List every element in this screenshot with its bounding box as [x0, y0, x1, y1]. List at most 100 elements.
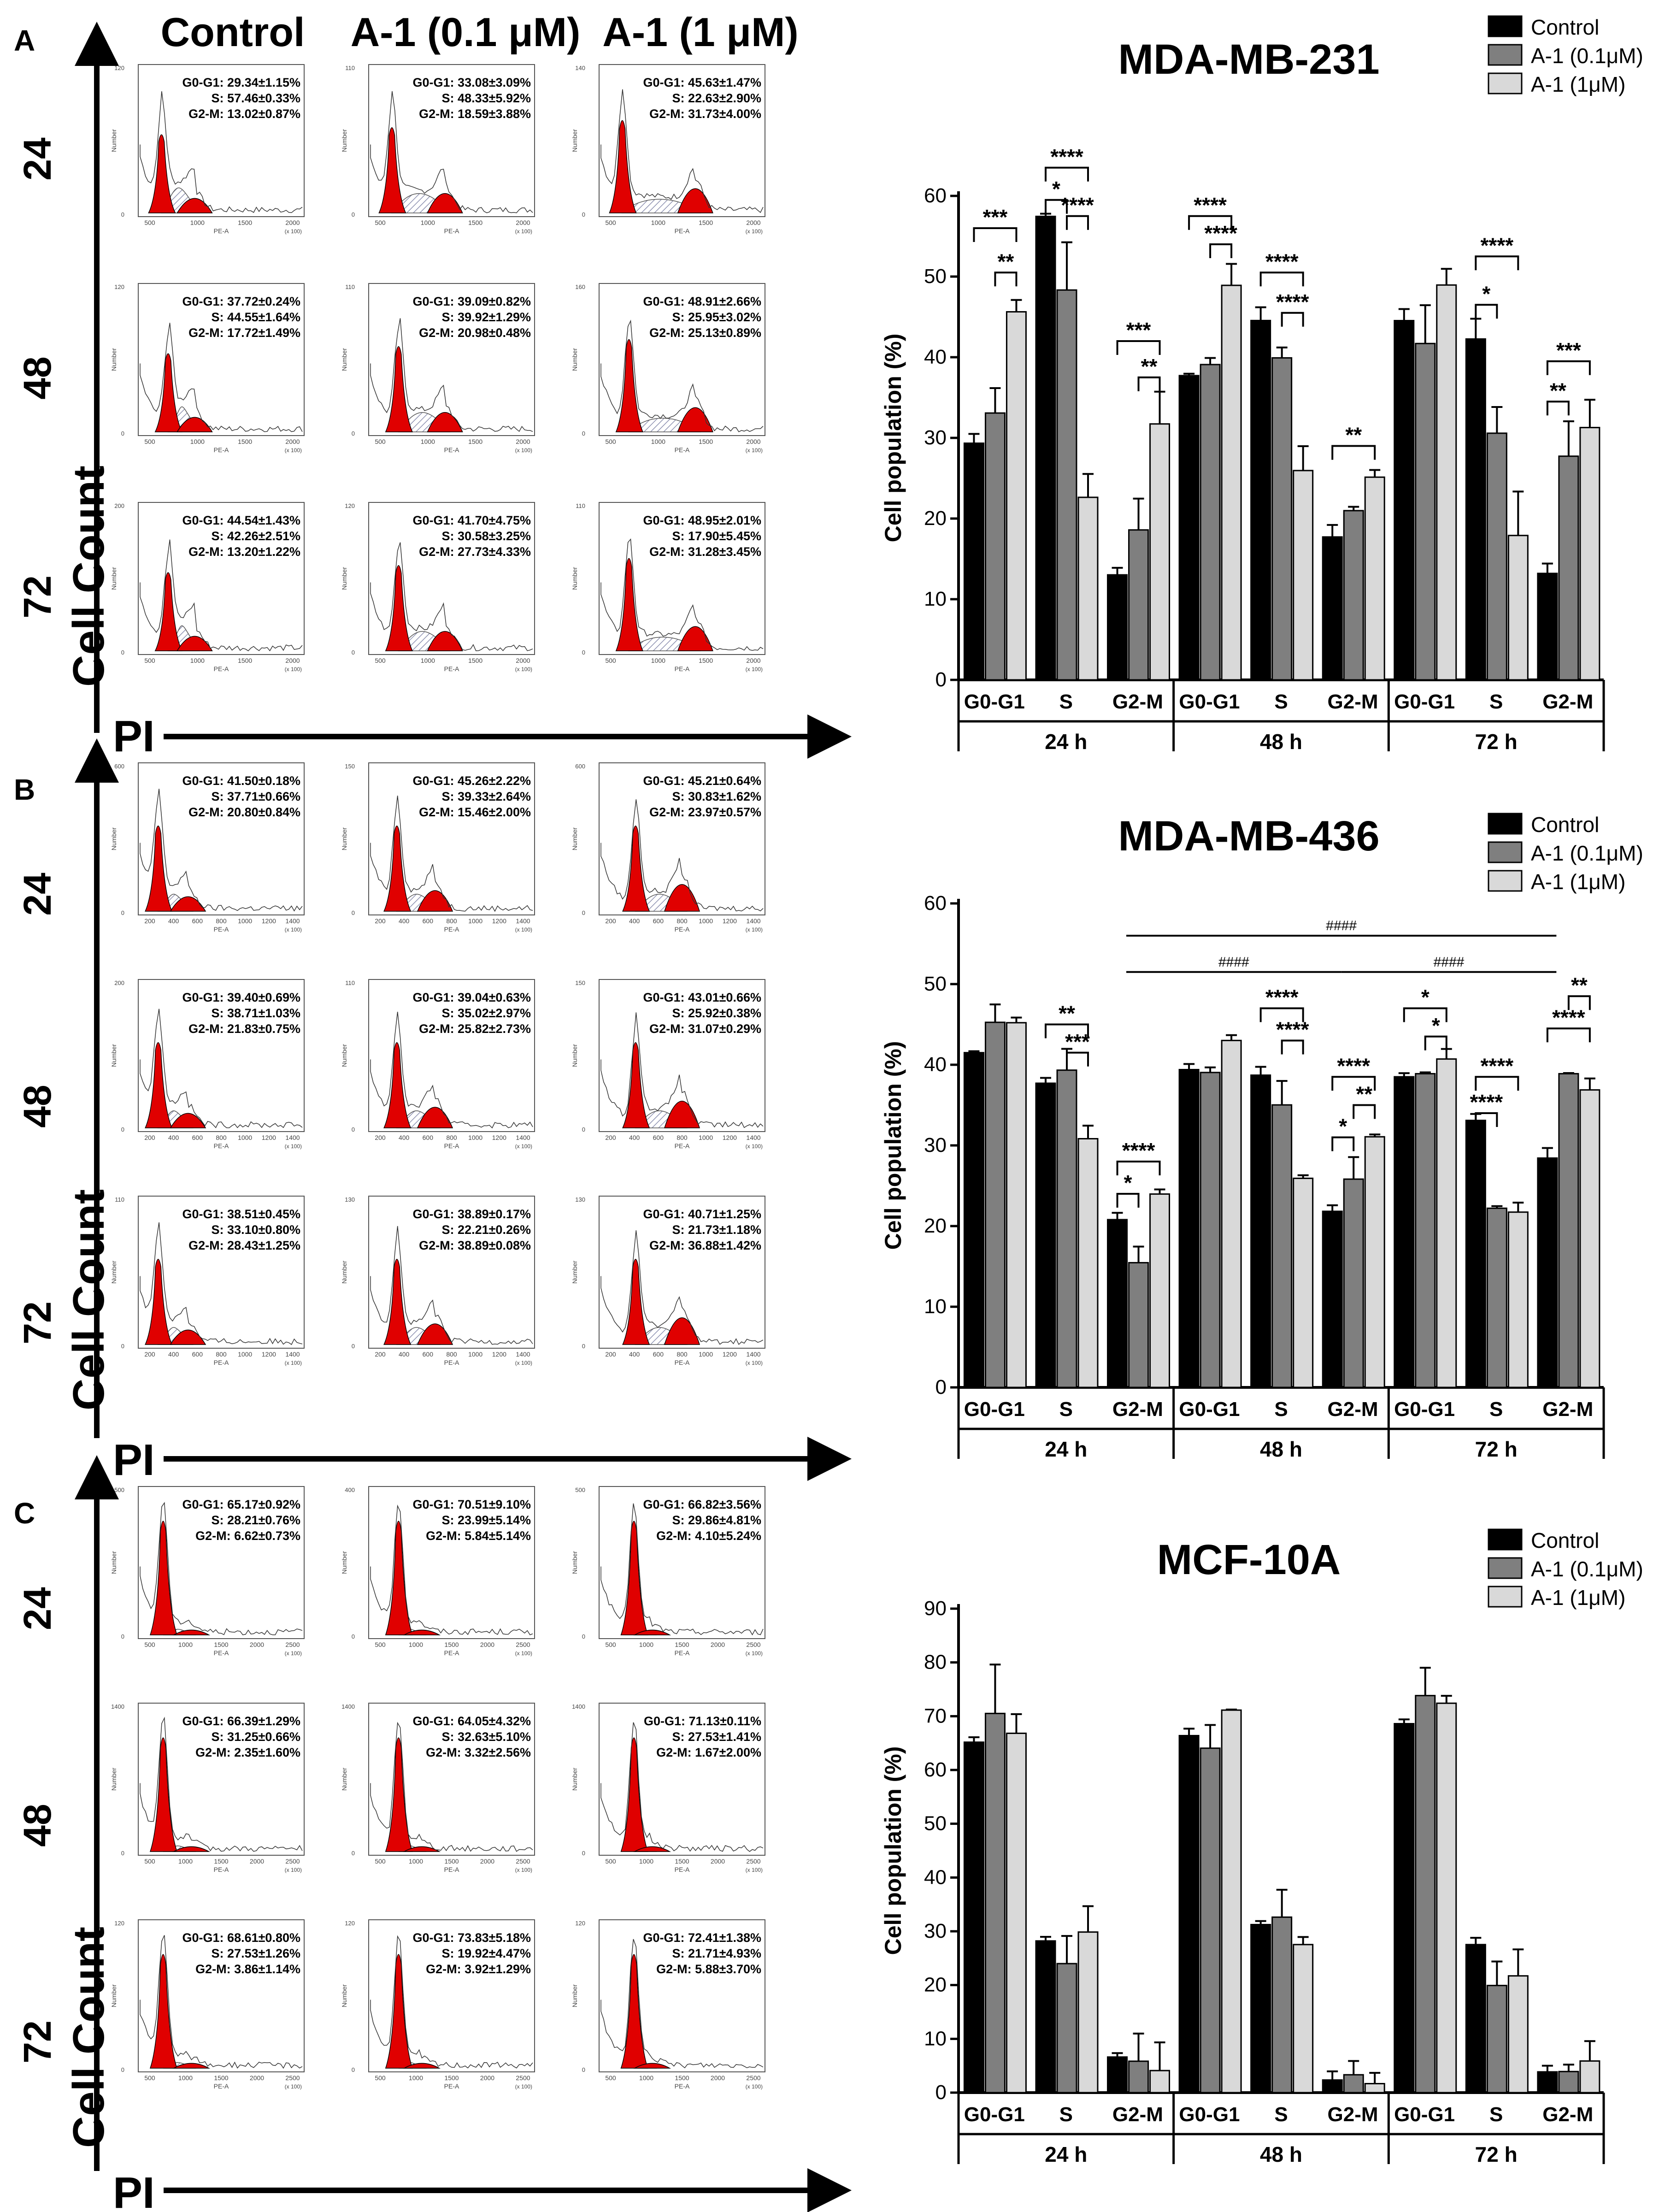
bar [1250, 1923, 1271, 2094]
bar [1415, 342, 1436, 681]
histogram-tick-label: 600 [653, 917, 664, 925]
histogram-y-zero-label: 0 [352, 1850, 355, 1857]
histogram-y-label: Number [341, 1768, 348, 1791]
histogram-frame [138, 64, 305, 217]
stat-g2m: G2-M: 20.98±0.48% [419, 326, 531, 340]
histogram-tick-label: 1500 [214, 1641, 228, 1648]
significance-label: **** [1050, 145, 1083, 169]
histogram-plot: 500 1000 1500 2000 PE-A (x 100) 120 0 Number G0-G… [110, 64, 305, 235]
histogram-tick-label: 1500 [238, 438, 252, 445]
histogram-tick-label: 500 [375, 1858, 386, 1865]
histogram-tick-label: 800 [677, 1351, 688, 1358]
raw-histogram-line [600, 89, 764, 213]
histogram-tick-label: 1000 [468, 1351, 482, 1358]
significance-bracket [1066, 215, 1089, 230]
significance-bracket [1475, 304, 1498, 319]
histogram-tick-label: 400 [399, 917, 410, 925]
y-tick-label: 90 [924, 1597, 947, 1620]
y-tick-label: 80 [924, 1651, 947, 1674]
stat-s: S: 37.71±0.66% [212, 790, 300, 803]
histogram-tick-label: 500 [375, 657, 386, 664]
stat-g0g1: G0-G1: 45.63±1.47% [643, 76, 761, 89]
histogram-y-zero-label: 0 [582, 430, 585, 437]
significance-label: * [1339, 1115, 1347, 1138]
histogram-y-zero-label: 0 [352, 1126, 355, 1133]
histogram-frame [599, 762, 765, 915]
significance-label: **** [1481, 233, 1514, 257]
time-label-72: 72 [16, 1301, 59, 1344]
raw-histogram-line [370, 1935, 533, 2069]
histogram-tick-label: 1000 [409, 1641, 423, 1648]
histogram-tick-label: 1000 [421, 657, 435, 664]
histogram-tick-label: 2500 [516, 1641, 530, 1648]
g2m-peak [403, 1846, 441, 1852]
g2m-peak [176, 417, 213, 432]
raw-histogram-line [600, 1012, 764, 1128]
x-category-label: G2-M [1112, 1398, 1163, 1421]
histogram-y-zero-label: 0 [582, 1126, 585, 1133]
stat-g0g1: G0-G1: 66.39±1.29% [182, 1714, 300, 1728]
histogram-tick-label: 1400 [746, 1351, 760, 1358]
histogram-frame [368, 1919, 535, 2072]
legend-label: A-1 (1μM) [1531, 72, 1625, 96]
raw-histogram-line [600, 799, 764, 912]
bar [1322, 536, 1343, 681]
histogram-y-zero-label: 0 [352, 649, 355, 656]
histogram-y-zero-label: 0 [352, 211, 355, 218]
stat-g2m: G2-M: 5.88±3.70% [656, 1962, 761, 1976]
stat-s: S: 25.95±3.02% [672, 310, 761, 324]
time-label-48: 48 [16, 1804, 59, 1846]
bar [1006, 1732, 1027, 2094]
stat-s: S: 21.71±4.93% [672, 1947, 761, 1960]
bar [1200, 1072, 1221, 1388]
stat-g0g1: G0-G1: 73.83±5.18% [413, 1931, 531, 1945]
raw-histogram-line [140, 539, 303, 652]
histogram-y-zero-label: 0 [582, 1343, 585, 1350]
histogram-x-label: PE-A [214, 926, 229, 933]
significance-label: **** [1481, 1054, 1514, 1078]
panel-b-histograms: B PI Cell Count 24 48 72 200 400 600 800 100… [14, 738, 852, 1485]
significance-bracket [1045, 199, 1068, 214]
pi-axis-label: PI [113, 1435, 155, 1485]
g1-peak [385, 1737, 413, 1852]
bar [1149, 423, 1171, 681]
g2m-peak [403, 1629, 441, 1635]
stat-g2m: G2-M: 38.89±0.08% [419, 1239, 531, 1252]
y-tick-label: 10 [924, 2027, 947, 2050]
histogram-x-label: PE-A [675, 446, 690, 454]
histogram-y-label: Number [341, 348, 348, 371]
histogram-y-label: Number [571, 348, 578, 371]
significance-label: **** [1061, 193, 1094, 217]
legend-swatch [1488, 1586, 1523, 1608]
raw-histogram-line [140, 323, 303, 432]
group-label: 72 h [1475, 1437, 1518, 1461]
histogram-frame [599, 1703, 765, 1856]
histogram-x-label: PE-A [675, 2082, 690, 2090]
histogram-scale-note: (x 100) [285, 447, 302, 454]
histogram-x-label: PE-A [214, 665, 229, 672]
stat-s: S: 33.10±0.80% [212, 1223, 300, 1237]
histogram-x-label: PE-A [214, 1142, 229, 1150]
x-category-label: G0-G1 [1394, 1398, 1455, 1421]
histogram-tick-label: 1000 [421, 219, 435, 226]
raw-histogram-line [370, 318, 533, 432]
bar [1149, 2070, 1171, 2094]
histogram-scale-note: (x 100) [746, 666, 763, 672]
legend-swatch [1488, 44, 1523, 66]
x-category-label: S [1059, 1398, 1073, 1421]
significance-label: *** [1126, 318, 1151, 342]
histogram-plot: 500 1000 1500 2000 PE-A (x 100) 120 0 Number G0-G… [341, 502, 535, 672]
histogram-frame [599, 502, 765, 655]
histogram-y-max-label: 110 [576, 502, 585, 509]
y-tick-label: 50 [924, 1812, 947, 1835]
histogram-tick-label: 200 [605, 917, 616, 925]
stat-s: S: 48.33±5.92% [442, 91, 531, 105]
histogram-frame [599, 1196, 765, 1349]
stat-g0g1: G0-G1: 45.26±2.22% [413, 774, 531, 788]
histogram-scale-note: (x 100) [515, 447, 532, 454]
stat-g0g1: G0-G1: 71.13±0.11% [644, 1714, 761, 1728]
bar [1128, 1262, 1149, 1388]
stat-g0g1: G0-G1: 38.51±0.45% [182, 1207, 300, 1221]
bar [1128, 2060, 1149, 2094]
g1-peak [622, 1259, 650, 1345]
